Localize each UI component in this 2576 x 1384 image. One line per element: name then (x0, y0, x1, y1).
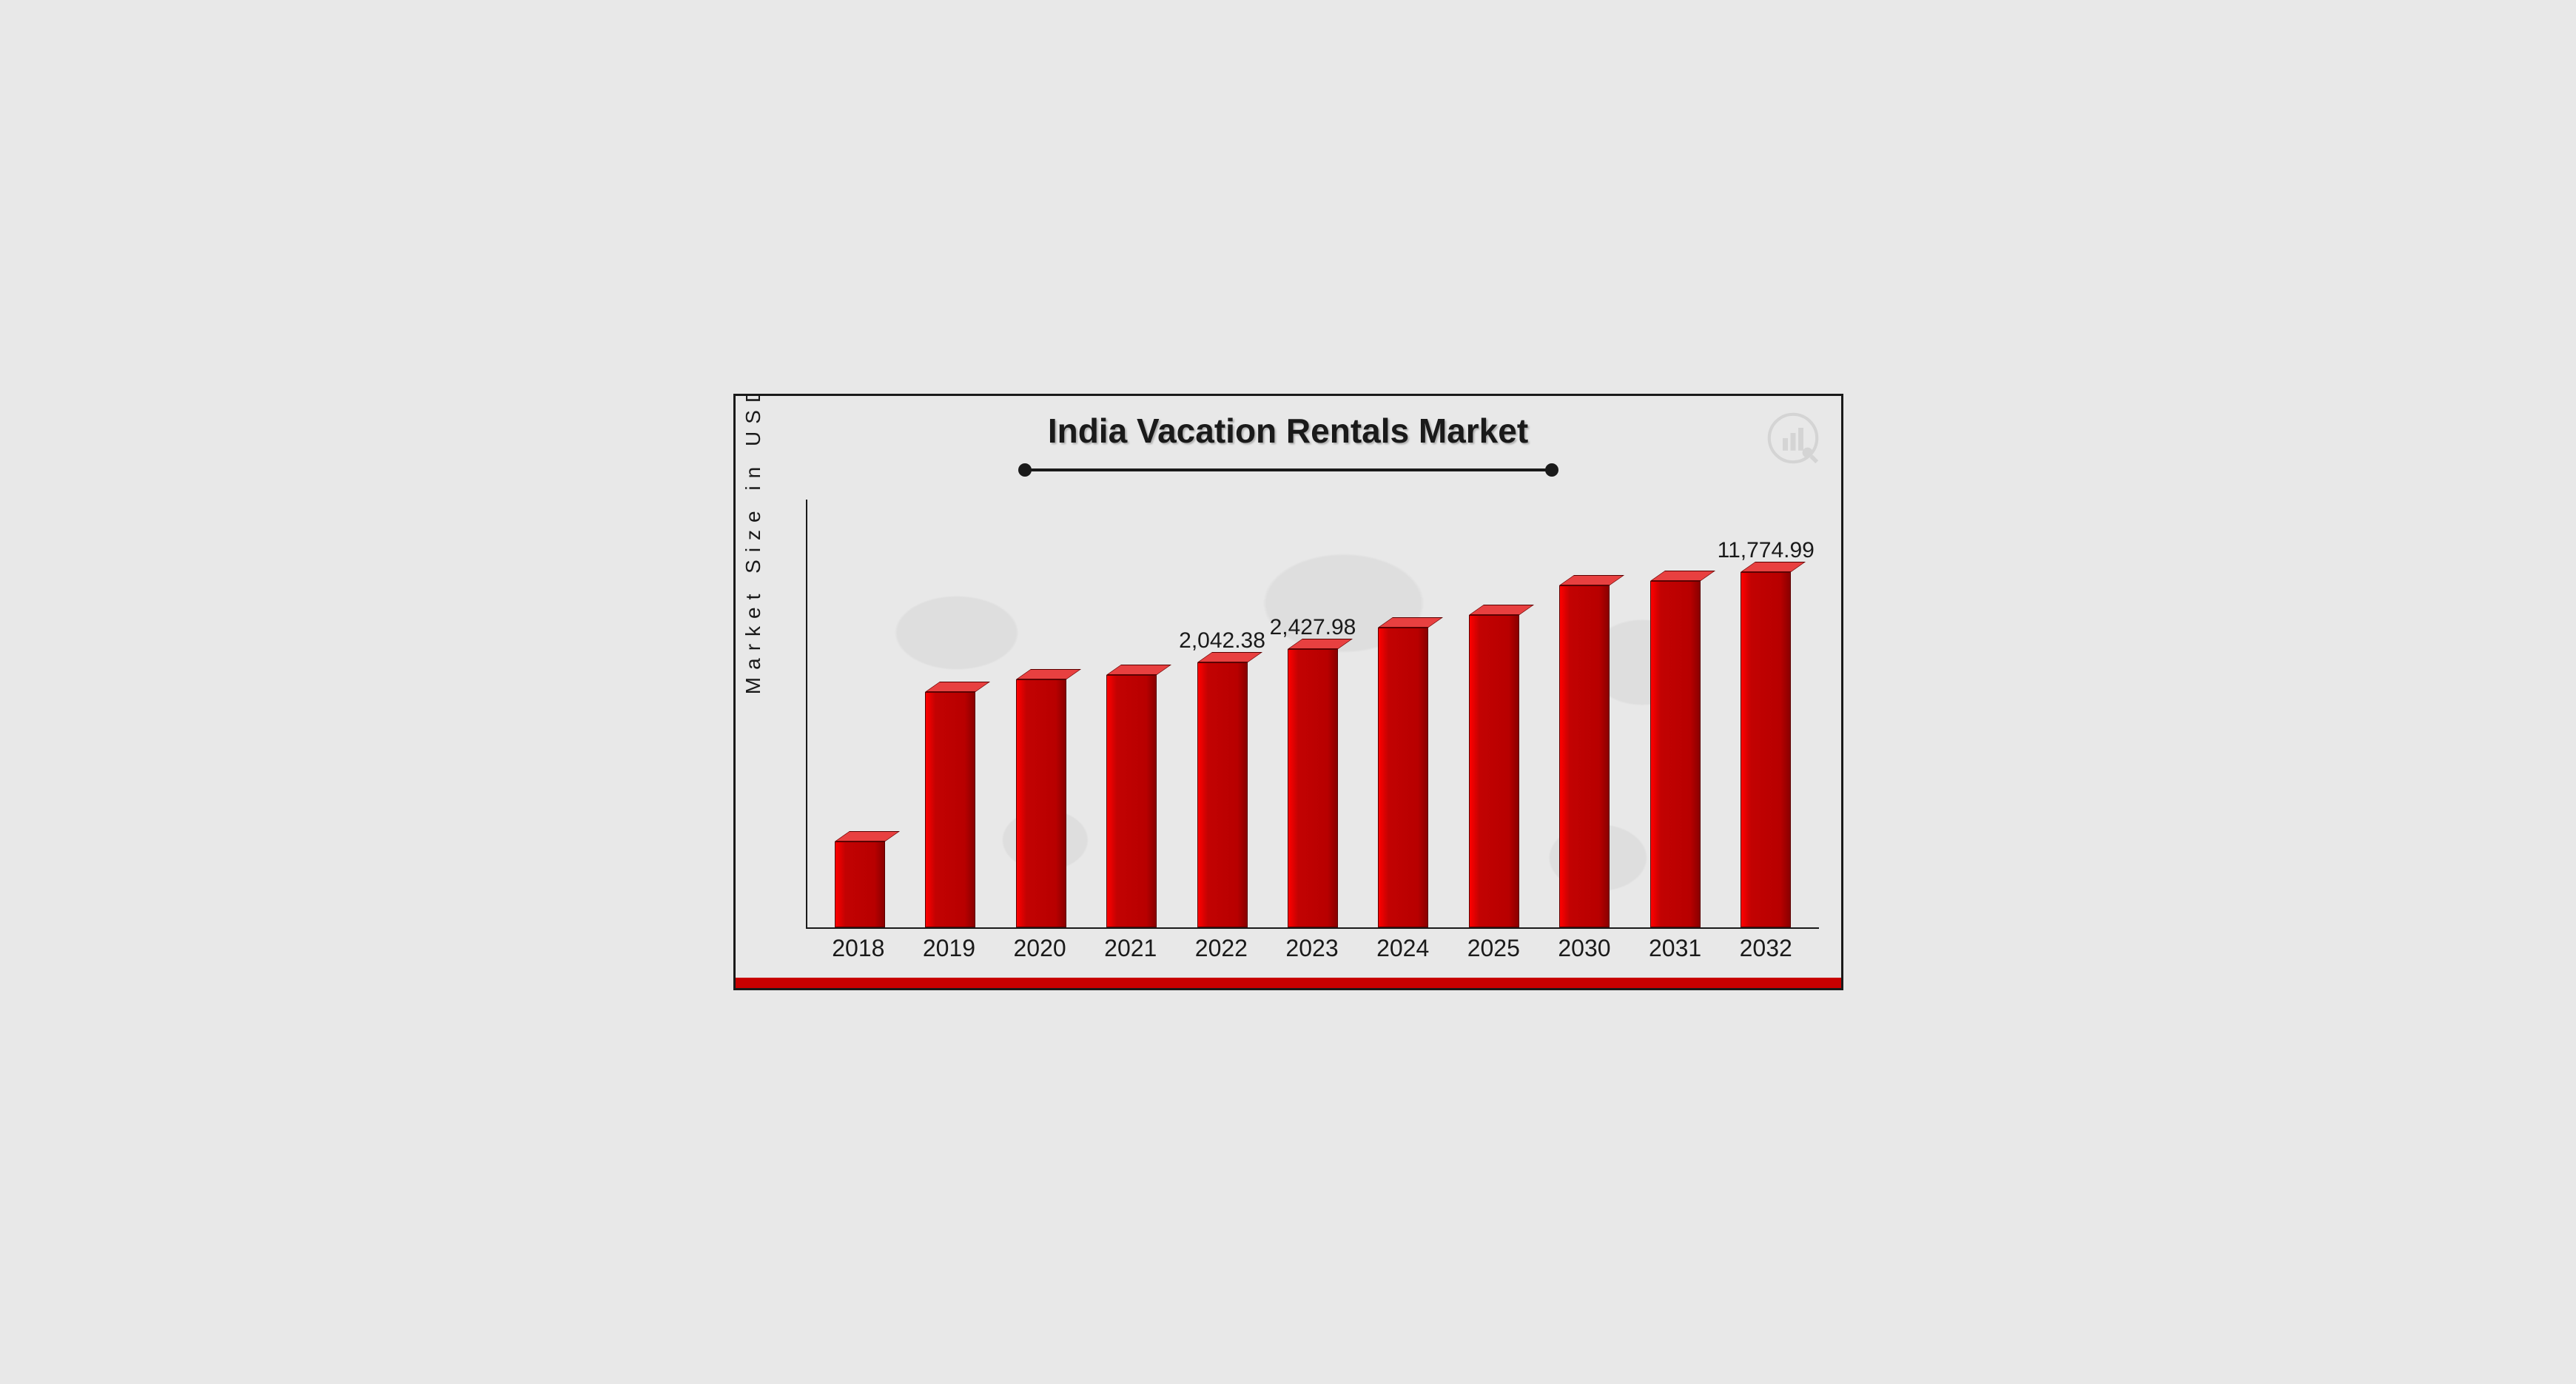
bar-slot (1539, 500, 1630, 927)
x-tick-label: 2032 (1721, 935, 1812, 967)
bar-top (1016, 669, 1081, 679)
bar-slot (1358, 500, 1448, 927)
y-axis-label: Market Size in USD Mn (741, 394, 765, 694)
x-tick-label: 2025 (1448, 935, 1539, 967)
bar (1469, 615, 1519, 927)
bar-slot: 2,427.98 (1268, 500, 1358, 927)
bar-value-label: 2,042.38 (1179, 628, 1265, 654)
bar-front (1106, 675, 1157, 927)
bar-front (1197, 662, 1248, 927)
x-tick-label: 2021 (1085, 935, 1176, 967)
plot-area: 2,042.382,427.98 11,774.99 (806, 500, 1819, 929)
bar-top (1469, 605, 1534, 615)
bar (1197, 662, 1248, 927)
chart-title: India Vacation Rentals Market (736, 411, 1841, 451)
x-tick-label: 2019 (904, 935, 995, 967)
bar-slot (905, 500, 995, 927)
bars-container: 2,042.382,427.98 11,774.99 (807, 500, 1819, 927)
bar-value-label: 11,774.99 (1718, 538, 1815, 563)
bar (1741, 572, 1791, 927)
x-tick-label: 2024 (1357, 935, 1448, 967)
bar-slot (1630, 500, 1721, 927)
underline-dot-right (1545, 463, 1558, 477)
bar-front (1650, 581, 1701, 927)
x-tick-label: 2030 (1539, 935, 1630, 967)
x-tick-label: 2023 (1267, 935, 1358, 967)
bar (925, 692, 975, 927)
bar-slot: 11,774.99 (1721, 500, 1811, 927)
x-axis: 2018201920202021202220232024202520302031… (806, 935, 1819, 967)
bar-slot (815, 500, 905, 927)
bar-value-label: 2,427.98 (1270, 615, 1356, 640)
bar-top (1197, 652, 1262, 662)
bar-top (1288, 639, 1353, 649)
bar-front (1016, 679, 1066, 927)
title-underline (1018, 463, 1558, 477)
bar-slot (1449, 500, 1539, 927)
bar-front (1741, 572, 1791, 927)
bar-slot (1086, 500, 1177, 927)
bar-front (835, 842, 885, 927)
bar-front (1469, 615, 1519, 927)
chart-frame: India Vacation Rentals Market Market Siz… (733, 394, 1843, 990)
bar-front (1288, 649, 1338, 927)
bar (1288, 649, 1338, 927)
bar (1650, 581, 1701, 927)
bar-top (1378, 617, 1443, 628)
bar-slot: 2,042.38 (1177, 500, 1267, 927)
bar (1016, 679, 1066, 927)
x-tick-label: 2022 (1176, 935, 1267, 967)
bar-slot (995, 500, 1086, 927)
bar-front (1559, 585, 1610, 927)
bar-top (1741, 562, 1806, 572)
x-tick-label: 2031 (1630, 935, 1721, 967)
bar (1559, 585, 1610, 927)
x-tick-label: 2020 (995, 935, 1086, 967)
bar-top (1650, 571, 1715, 581)
footer-accent-bar (736, 978, 1841, 988)
bar (1106, 675, 1157, 927)
bar-front (1378, 628, 1428, 927)
bar-top (1106, 665, 1171, 675)
bar-top (835, 831, 900, 842)
underline-line (1026, 468, 1551, 471)
bar (1378, 628, 1428, 927)
bar-top (925, 682, 990, 692)
x-tick-label: 2018 (813, 935, 904, 967)
bar-front (925, 692, 975, 927)
bar (835, 842, 885, 927)
bar-top (1559, 575, 1624, 585)
